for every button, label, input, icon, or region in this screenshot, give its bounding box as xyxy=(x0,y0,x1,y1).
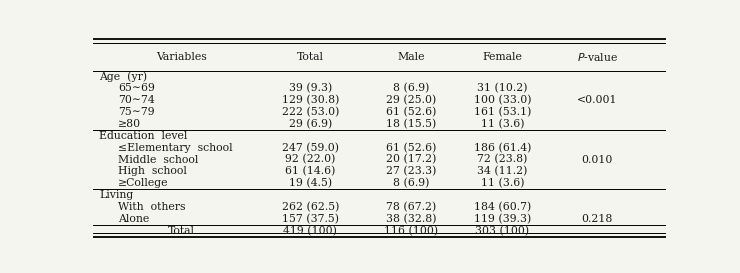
Text: Total: Total xyxy=(168,226,195,236)
Text: 100 (33.0): 100 (33.0) xyxy=(474,95,531,105)
Text: 61 (14.6): 61 (14.6) xyxy=(285,166,336,177)
Text: 34 (11.2): 34 (11.2) xyxy=(477,166,528,177)
Text: 29 (6.9): 29 (6.9) xyxy=(289,119,332,129)
Text: 116 (100): 116 (100) xyxy=(384,225,438,236)
Text: 262 (62.5): 262 (62.5) xyxy=(282,202,339,212)
Text: With  others: With others xyxy=(118,202,186,212)
Text: 8 (6.9): 8 (6.9) xyxy=(393,178,429,188)
Text: 11 (3.6): 11 (3.6) xyxy=(481,178,525,188)
Text: <0.001: <0.001 xyxy=(577,95,617,105)
Text: 0.010: 0.010 xyxy=(582,155,613,165)
Text: 92 (22.0): 92 (22.0) xyxy=(285,155,336,165)
Text: 184 (60.7): 184 (60.7) xyxy=(474,202,531,212)
Text: $\it{P}$-value: $\it{P}$-value xyxy=(576,51,618,63)
Text: 65∼69: 65∼69 xyxy=(118,83,155,93)
Text: 61 (52.6): 61 (52.6) xyxy=(386,143,436,153)
Text: Variables: Variables xyxy=(156,52,206,62)
Text: Education  level: Education level xyxy=(99,131,188,141)
Text: ≤Elementary  school: ≤Elementary school xyxy=(118,143,233,153)
Text: 303 (100): 303 (100) xyxy=(476,225,530,236)
Text: ≥80: ≥80 xyxy=(118,119,141,129)
Text: Age  (yr): Age (yr) xyxy=(99,71,147,82)
Text: 119 (39.3): 119 (39.3) xyxy=(474,214,531,224)
Text: 75∼79: 75∼79 xyxy=(118,107,155,117)
Text: 19 (4.5): 19 (4.5) xyxy=(289,178,332,188)
Text: 157 (37.5): 157 (37.5) xyxy=(282,214,339,224)
Text: 18 (15.5): 18 (15.5) xyxy=(386,119,436,129)
Text: 20 (17.2): 20 (17.2) xyxy=(386,155,436,165)
Text: Total: Total xyxy=(297,52,324,62)
Text: 161 (53.1): 161 (53.1) xyxy=(474,107,531,117)
Text: Living: Living xyxy=(99,190,134,200)
Text: Alone: Alone xyxy=(118,214,149,224)
Text: 78 (67.2): 78 (67.2) xyxy=(386,202,436,212)
Text: 38 (32.8): 38 (32.8) xyxy=(386,214,436,224)
Text: Middle  school: Middle school xyxy=(118,155,198,165)
Text: 61 (52.6): 61 (52.6) xyxy=(386,107,436,117)
Text: 72 (23.8): 72 (23.8) xyxy=(477,155,528,165)
Text: 8 (6.9): 8 (6.9) xyxy=(393,83,429,94)
Text: 29 (25.0): 29 (25.0) xyxy=(386,95,436,105)
Text: Female: Female xyxy=(482,52,522,62)
Text: 129 (30.8): 129 (30.8) xyxy=(282,95,339,105)
Text: ≥College: ≥College xyxy=(118,178,169,188)
Text: 0.218: 0.218 xyxy=(582,214,613,224)
Text: 11 (3.6): 11 (3.6) xyxy=(481,119,525,129)
Text: 419 (100): 419 (100) xyxy=(283,225,337,236)
Text: 39 (9.3): 39 (9.3) xyxy=(289,83,332,94)
Text: High  school: High school xyxy=(118,167,187,176)
Text: 27 (23.3): 27 (23.3) xyxy=(386,166,436,177)
Text: Male: Male xyxy=(397,52,425,62)
Text: 222 (53.0): 222 (53.0) xyxy=(282,107,339,117)
Text: 31 (10.2): 31 (10.2) xyxy=(477,83,528,94)
Text: 186 (61.4): 186 (61.4) xyxy=(474,143,531,153)
Text: 70∼74: 70∼74 xyxy=(118,95,155,105)
Text: 247 (59.0): 247 (59.0) xyxy=(282,143,339,153)
